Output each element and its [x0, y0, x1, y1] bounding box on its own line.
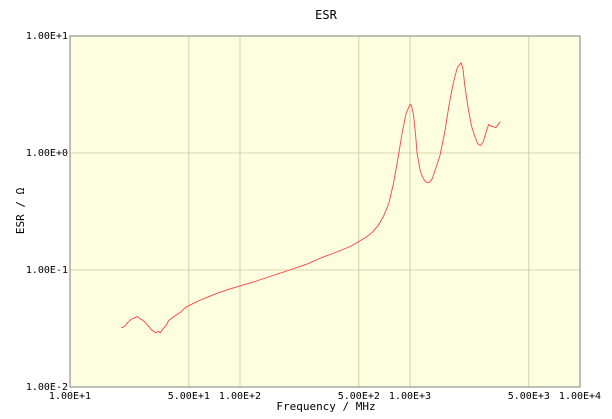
plot-area	[70, 36, 580, 387]
x-tick-label: 1.00E+2	[219, 391, 261, 402]
series-line	[121, 62, 501, 334]
y-tick-label: 1.00E-2	[26, 382, 68, 393]
x-tick-label: 5.00E+2	[338, 391, 380, 402]
x-tick-labels: 1.00E+1 5.00E+1 1.00E+2 5.00E+2 1.00E+3 5.00E…	[49, 391, 601, 402]
x-tick-label: 1.00E+4	[559, 391, 601, 402]
y-tick-label: 1.00E+0	[26, 148, 68, 159]
y-axis-label: ESR / Ω	[14, 187, 27, 234]
y-tick-label: 1.00E+1	[26, 31, 68, 42]
x-axis-label: Frequency / MHz	[276, 400, 375, 413]
x-tick-label: 1.00E+1	[49, 391, 91, 402]
chart-title: ESR	[315, 8, 337, 22]
y-tick-label: 1.00E-1	[26, 265, 68, 276]
y-tick-labels: 1.00E-2 1.00E-1 1.00E+0 1.00E+1	[26, 31, 68, 393]
series-layer	[121, 62, 501, 334]
plot-frame	[69, 35, 581, 388]
x-tick-label: 5.00E+3	[508, 391, 550, 402]
x-tick-label: 1.00E+3	[389, 391, 431, 402]
x-tick-label: 5.00E+1	[168, 391, 210, 402]
